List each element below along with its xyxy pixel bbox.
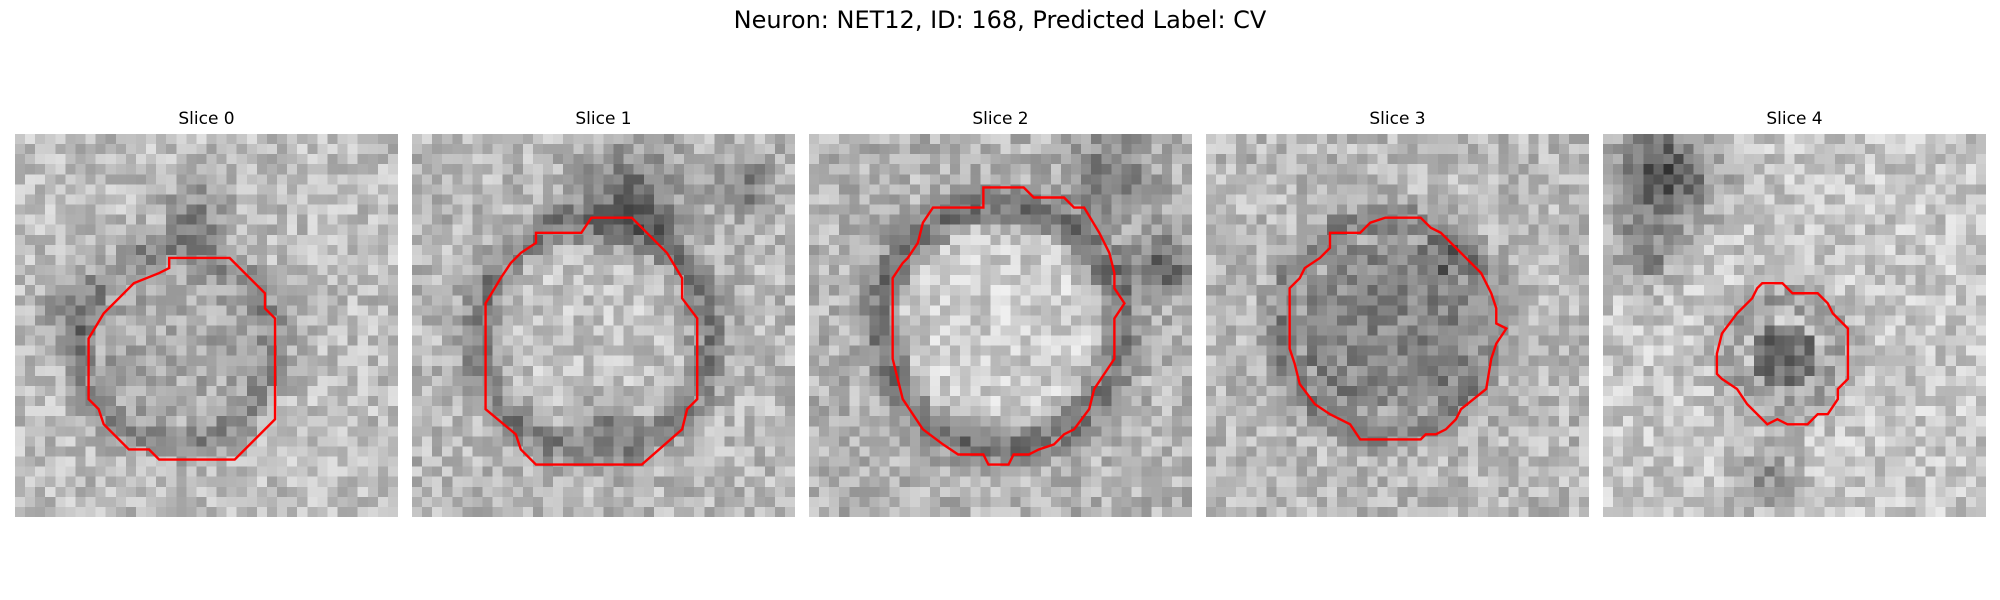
slice-panel-1: Slice 1 — [412, 108, 795, 518]
slice-image-0 — [15, 134, 398, 517]
slice-image-1 — [412, 134, 795, 517]
slice-title-3: Slice 3 — [1369, 109, 1426, 129]
slice-panel-4: Slice 4 — [1603, 108, 1986, 518]
slice-image-2 — [809, 134, 1192, 517]
slice-image-3 — [1206, 134, 1589, 517]
figure-title: Neuron: NET12, ID: 168, Predicted Label:… — [733, 6, 1267, 34]
contour-1 — [486, 218, 698, 465]
slice-title-1: Slice 1 — [575, 109, 632, 129]
slice-panel-0: Slice 0 — [15, 108, 398, 518]
slice-panel-3: Slice 3 — [1206, 108, 1589, 518]
slice-title-2: Slice 2 — [972, 109, 1029, 129]
contour-0 — [89, 258, 275, 460]
slice-title-0: Slice 0 — [178, 109, 235, 129]
contour-3 — [1290, 218, 1507, 440]
slice-image-4 — [1603, 134, 1986, 517]
contour-4 — [1717, 283, 1848, 424]
slice-title-4: Slice 4 — [1766, 109, 1823, 129]
contour-2 — [893, 187, 1125, 464]
slice-panel-2: Slice 2 — [809, 108, 1192, 518]
